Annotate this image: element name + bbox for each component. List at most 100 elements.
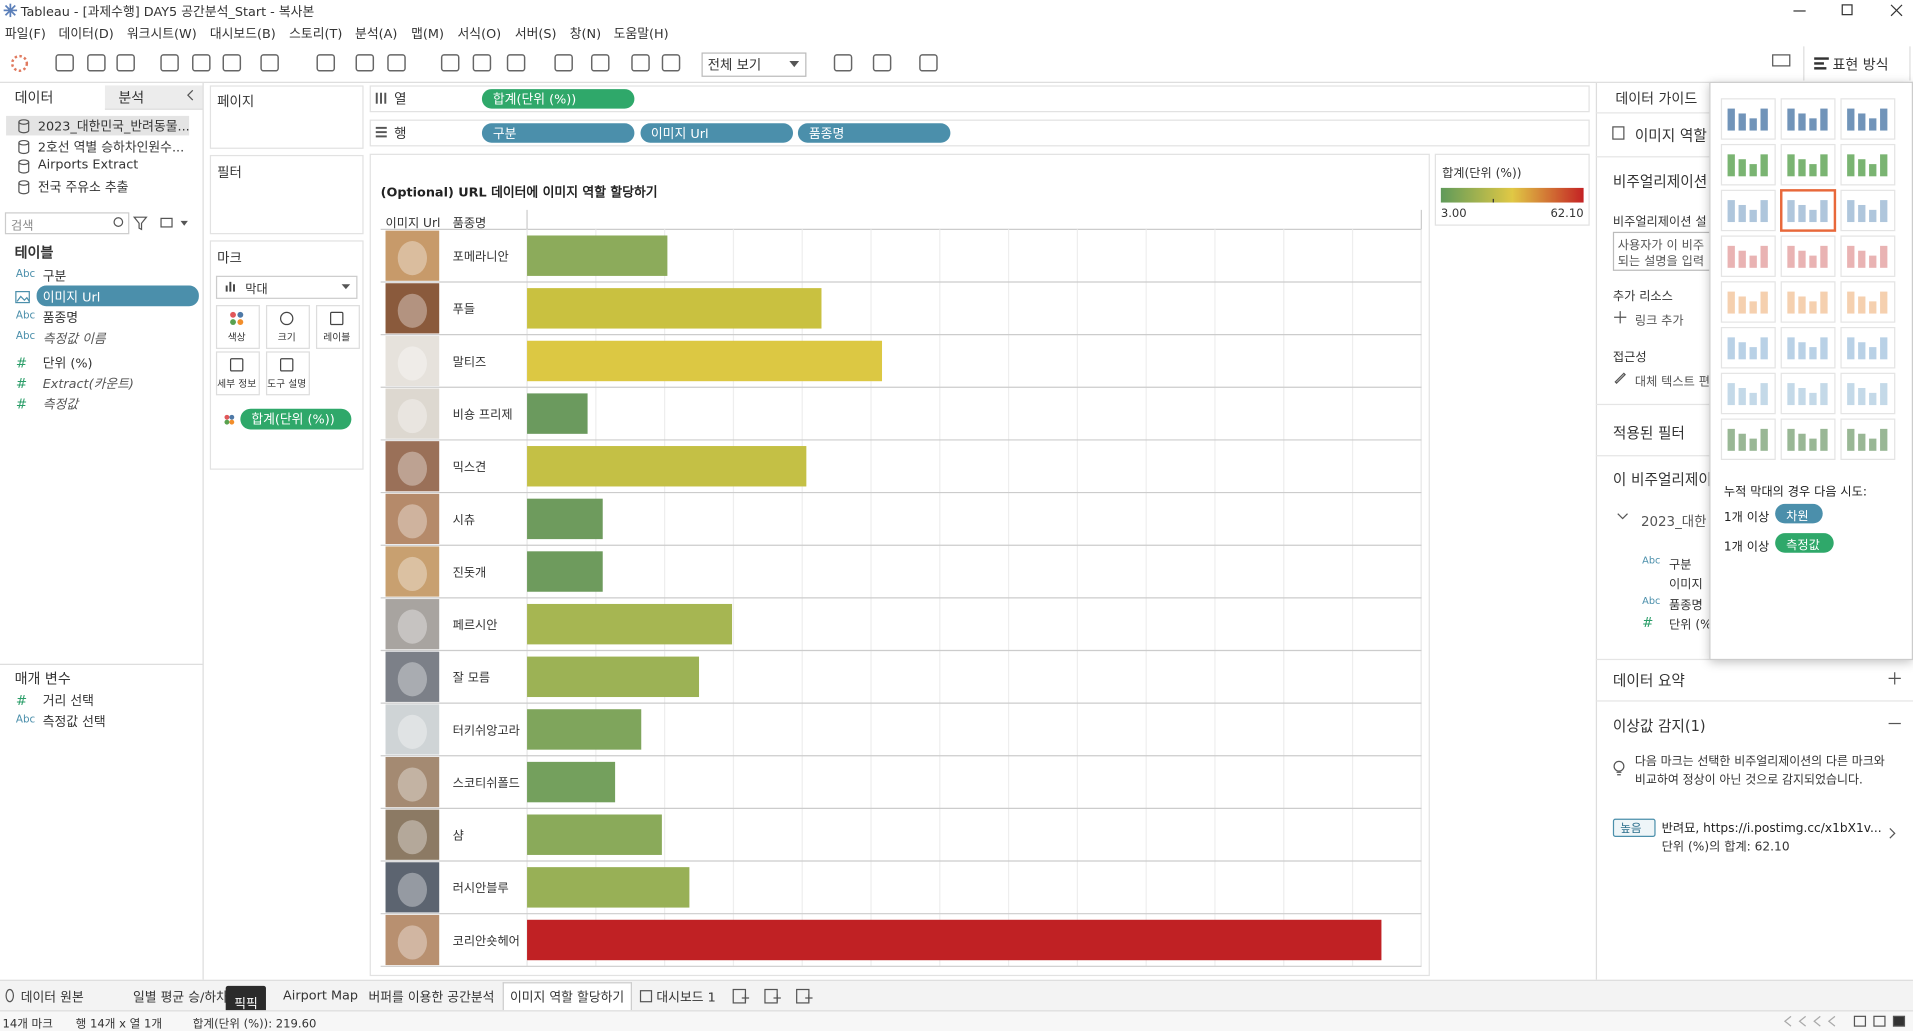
param-icon: Abc [15,713,36,726]
fit-dropdown[interactable] [701,52,807,77]
tab-data[interactable] [0,85,105,110]
viz-name: 이미지 역할 [1634,126,1707,144]
tab-analysis[interactable] [104,85,203,110]
option-glyph [1820,383,1828,406]
presentation-icon [1772,54,1791,67]
field[interactable]: 이미지 Url [42,290,101,306]
field[interactable]: 단위 (%) [42,356,93,371]
source-icon [18,119,30,134]
pet-image [385,441,440,492]
menu-item[interactable]: 스토리(T) [289,26,343,42]
data-source[interactable]: Airports Extract [37,157,139,173]
show-me-hint: 누적 막대의 경우 다음 시도: [1723,485,1868,500]
option-glyph [1847,245,1855,268]
option-glyph [1869,347,1877,360]
menu-item[interactable]: 서버(S) [514,26,557,42]
cylinder-top [18,119,30,125]
pill-label[interactable]: 이미지 Url [650,126,709,142]
mark-type-dropdown[interactable] [215,275,358,299]
card-title: 필터 [217,164,242,181]
menu-item[interactable]: 도움말(H) [613,26,669,42]
param-icon: # [15,693,28,709]
data-source[interactable]: 2호선 역별 승하차인원수... [37,139,185,155]
option-glyph [1809,255,1817,268]
data-source[interactable]: 전국 주유소 추출 [37,179,129,195]
shelf-pill[interactable] [639,123,793,143]
guide-title: 데이터 가이드 [1615,90,1698,108]
chevron [187,89,194,101]
pet-image [385,651,440,702]
menu-item[interactable]: 맵(M) [411,26,444,42]
menu-item[interactable]: 데이터(D) [58,26,114,42]
pet-face [397,767,428,802]
chevron [1889,828,1896,839]
field[interactable]: 측정값 [42,397,79,413]
tableau-logo [10,54,29,72]
mark-button-label[interactable]: 세부 정보 [217,378,257,390]
sheet-tab[interactable]: 버퍼를 이용한 공간분석 [368,990,495,1006]
mark-button-label[interactable]: 크기 [277,331,296,343]
pencil [1614,372,1626,384]
sheet-tab[interactable]: Airport Map [283,988,359,1003]
legend-min: 3.00 [1441,206,1467,220]
tab-label[interactable]: 분석 [118,89,145,107]
field[interactable]: 측정값 이름 [42,331,106,347]
pill-label[interactable]: 구분 [492,126,517,142]
mark-button[interactable] [215,305,260,349]
mark-button-label[interactable]: 색상 [227,331,246,343]
shelf-pill[interactable] [481,89,635,109]
category-label: 러시안블루 [453,881,509,895]
section: 이 비주얼리제이 [1612,470,1712,489]
sheet-tab[interactable]: 데이터 원본 [20,990,84,1006]
chevron [1617,513,1628,520]
toolbar [0,45,1913,83]
toolbar-button [160,54,179,72]
menu-item[interactable]: 분석(A) [355,26,398,42]
toolbar-button [833,54,853,72]
option-glyph [1820,245,1828,268]
shelf-pill[interactable] [481,123,635,143]
outlier-item[interactable]: 반려묘, https://i.postimg.cc/x1bX1v... [1661,822,1882,836]
menu-item[interactable]: 파일(F) [4,26,46,42]
field-icon: Abc [1642,555,1661,567]
placeholder: 되는 설명을 입력 [1617,255,1705,269]
pill-label[interactable]: 합계(단위 (%)) [251,412,335,428]
link[interactable]: 대체 텍스트 편 [1634,375,1710,390]
parameter[interactable]: 측정값 선택 [42,714,106,730]
color-pill[interactable] [240,408,352,430]
option-glyph [1738,204,1746,223]
source: 2023_대한 [1640,513,1707,530]
pill-label[interactable]: 합계(단위 (%)) [492,92,577,108]
field[interactable]: Extract(카운트) [42,377,134,392]
active-tab[interactable] [502,982,632,1011]
menu-item[interactable]: 대시보드(B) [209,26,276,42]
option-glyph [1847,154,1855,177]
sheet-tab[interactable]: 일별 평균 승/하차 [132,990,228,1006]
shelf-pill[interactable] [797,123,951,143]
search-box[interactable] [4,212,130,235]
option-glyph [1727,291,1735,314]
cylinder-top [18,139,30,145]
parameter[interactable]: 거리 선택 [42,694,94,709]
menu-item[interactable]: 워크시트(W) [126,26,197,42]
mark-button-label[interactable]: 도구 설명 [267,378,307,390]
mark-button-label[interactable]: 레이블 [323,331,351,343]
category-label: 샴 [453,829,464,843]
menu-item[interactable]: 서식(O) [457,26,502,42]
category-label: 페르시안 [453,618,498,632]
menu-item[interactable]: 창(N) [569,26,602,42]
field[interactable]: 구분 [42,269,67,285]
field-selected[interactable] [36,285,199,307]
data-source[interactable]: 2023_대한민국_반려동물... [37,119,190,135]
show-me-label[interactable]: 표현 방식 [1832,56,1889,74]
sheet-tab[interactable]: 대시보드 1 [656,990,716,1006]
field[interactable]: 품종명 [42,311,79,326]
link[interactable]: 링크 추가 [1634,314,1684,329]
tab-label[interactable]: 데이터 [14,89,54,107]
option-glyph [1858,433,1866,451]
nav-arrow [1783,1015,1792,1027]
pill-label[interactable]: 품종명 [808,126,845,142]
sheet-tab[interactable]: 이미지 역할 할당하기 [509,990,625,1006]
option-glyph [1820,200,1828,223]
